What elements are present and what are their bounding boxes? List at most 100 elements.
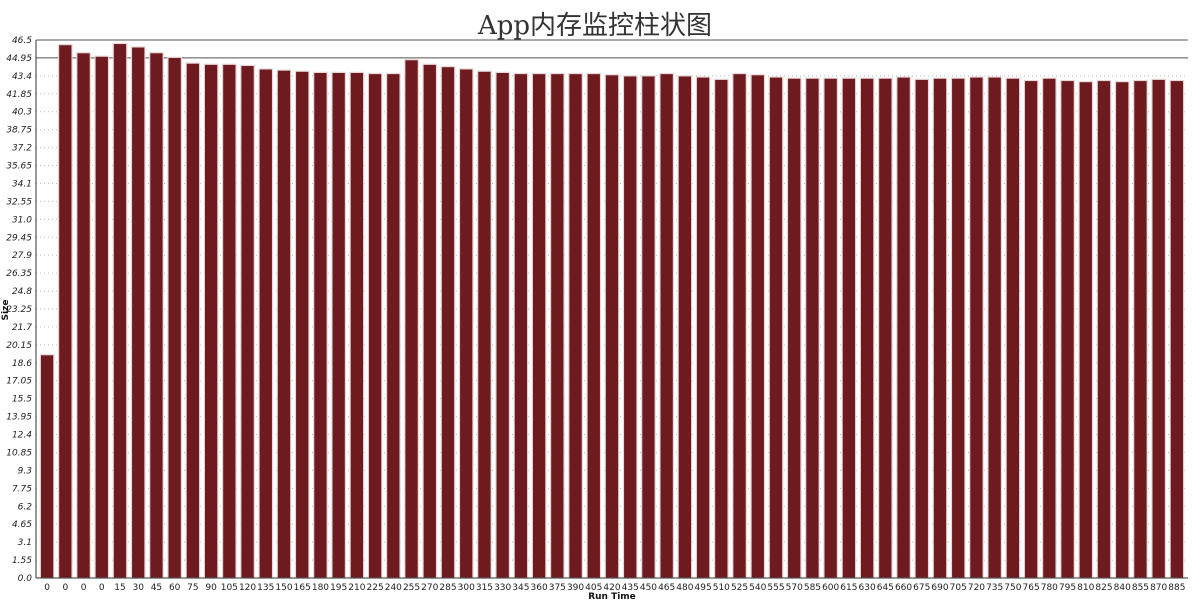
bar (1151, 78, 1167, 579)
bar (877, 77, 893, 579)
x-tick-label: 120 (239, 583, 256, 593)
bar (969, 76, 984, 579)
y-tick-label: 24.8 (12, 287, 32, 297)
x-tick-label: 795 (1059, 583, 1076, 593)
x-tick-label: 735 (986, 583, 1003, 593)
bar (149, 52, 164, 579)
bar (932, 77, 948, 579)
bar (513, 72, 529, 579)
x-tick-label: 525 (731, 583, 748, 593)
bars (39, 42, 1185, 579)
y-tick-label: 46.5 (12, 36, 32, 46)
y-tick-label: 10.85 (6, 448, 32, 458)
bar (1133, 79, 1148, 579)
y-tick-label: 6.2 (18, 502, 33, 512)
y-tick-label: 34.1 (12, 179, 32, 189)
x-tick-label: 555 (767, 583, 784, 593)
x-tick-label: 870 (1150, 583, 1167, 593)
bar (914, 78, 930, 579)
x-tick-label: 810 (1077, 583, 1094, 593)
bar (622, 75, 638, 579)
bar (39, 354, 55, 579)
bar (1169, 79, 1185, 579)
y-tick-label: 41.85 (6, 90, 32, 100)
x-tick-label: 165 (294, 583, 311, 593)
bar (258, 68, 274, 579)
x-tick-label: 720 (968, 583, 985, 593)
bar (1041, 77, 1057, 579)
x-tick-label: 0 (99, 583, 105, 593)
x-tick-label: 285 (439, 583, 456, 593)
bar (477, 70, 492, 579)
bar (404, 59, 419, 579)
x-tick-label: 675 (913, 583, 930, 593)
y-tick-label: 12.4 (12, 431, 32, 441)
x-tick-label: 90 (205, 583, 217, 593)
x-tick-label: 180 (312, 583, 329, 593)
bar (294, 70, 310, 579)
x-tick-label: 0 (62, 583, 68, 593)
y-tick-label: 38.75 (6, 126, 32, 136)
x-tick-label: 60 (169, 583, 181, 593)
y-tick-label: 3.1 (18, 538, 32, 548)
x-tick-label: 105 (221, 583, 238, 593)
bar (76, 52, 91, 579)
bar (440, 66, 456, 579)
x-tick-label: 15 (114, 583, 125, 593)
bar (1023, 79, 1039, 579)
bar (750, 74, 766, 579)
y-tick-label: 13.95 (6, 413, 32, 423)
y-tick-label: 15.5 (12, 395, 32, 405)
x-tick-label: 195 (330, 583, 347, 593)
x-tick-label: 435 (622, 583, 639, 593)
x-tick-label: 345 (512, 583, 529, 593)
y-tick-label: 35.65 (6, 162, 32, 172)
x-tick-label: 225 (367, 583, 384, 593)
y-tick-label: 37.2 (12, 144, 32, 154)
bar (331, 71, 347, 579)
x-tick-label: 375 (549, 583, 566, 593)
x-tick-label: 45 (151, 583, 162, 593)
bar (313, 71, 328, 579)
bar (677, 75, 693, 579)
x-tick-label: 495 (695, 583, 712, 593)
x-tick-label: 780 (1041, 583, 1058, 593)
x-tick-label: 390 (567, 583, 584, 593)
y-tick-label: 26.35 (6, 269, 32, 279)
x-tick-label: 765 (1023, 583, 1040, 593)
bar (859, 77, 875, 579)
x-tick-label: 210 (348, 583, 365, 593)
bar (695, 76, 711, 579)
y-tick-label: 0.0 (18, 574, 33, 584)
bar (203, 63, 219, 579)
bar (385, 72, 401, 579)
y-tick-label: 44.95 (6, 54, 32, 64)
bar (987, 76, 1002, 579)
bar (422, 63, 438, 579)
x-tick-label: 30 (132, 583, 144, 593)
bar (586, 72, 602, 579)
bar (659, 72, 674, 579)
bar (732, 72, 747, 579)
bar (1114, 81, 1130, 579)
bar (276, 69, 292, 579)
y-tick-label: 29.45 (6, 233, 32, 243)
x-tick-label: 825 (1095, 583, 1112, 593)
bar (112, 42, 128, 579)
x-tick-label: 405 (585, 583, 602, 593)
bar (57, 44, 73, 579)
x-tick-label: 150 (275, 583, 292, 593)
x-tick-label: 465 (658, 583, 675, 593)
bar (349, 71, 365, 579)
x-tick-label: 750 (1004, 583, 1021, 593)
y-tick-label: 27.9 (12, 251, 32, 261)
bar (713, 78, 729, 579)
bar (94, 55, 110, 579)
axes (35, 40, 1188, 579)
bar (1060, 79, 1075, 579)
x-tick-label: 510 (713, 583, 730, 593)
bar (495, 71, 511, 579)
y-tick-label: 9.3 (18, 466, 33, 476)
x-tick-label: 450 (640, 583, 657, 593)
